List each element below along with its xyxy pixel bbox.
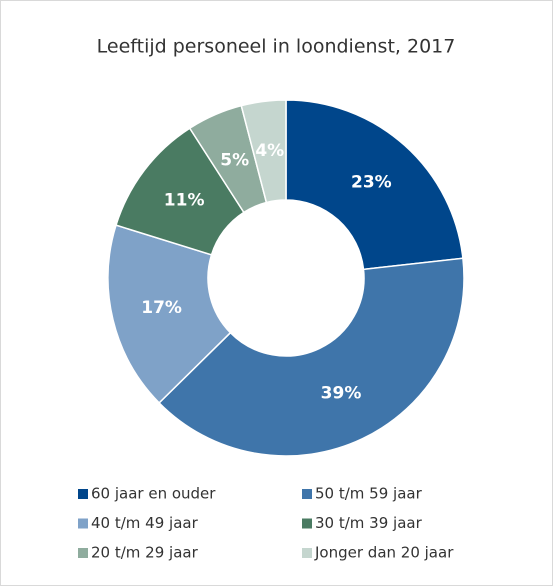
donut-slice [107, 224, 232, 404]
legend-label: 30 t/m 39 jaar [315, 514, 423, 532]
data-label: 5% [220, 151, 249, 171]
donut-slice [285, 99, 464, 271]
legend-swatch [78, 489, 88, 499]
data-label: 17% [141, 298, 182, 318]
data-label: 4% [255, 141, 284, 161]
data-label: 11% [164, 190, 205, 210]
legend-label: 60 jaar en ouder [91, 485, 216, 503]
legend-swatch [78, 548, 88, 558]
data-label: 39% [321, 384, 362, 404]
legend-label: Jonger dan 20 jaar [314, 544, 454, 562]
legend-label: 50 t/m 59 jaar [315, 485, 423, 503]
data-label: 23% [351, 173, 392, 193]
legend-label: 20 t/m 29 jaar [91, 544, 199, 562]
donut-slice [158, 257, 465, 457]
legend-swatch [302, 548, 312, 558]
legend-swatch [78, 518, 88, 529]
donut-slice [240, 99, 287, 204]
legend-label: 40 t/m 49 jaar [91, 514, 199, 532]
legend-swatch [302, 518, 312, 529]
legend-swatch [302, 489, 312, 499]
chart-title: Leeftijd personeel in loondienst, 2017 [97, 36, 456, 58]
